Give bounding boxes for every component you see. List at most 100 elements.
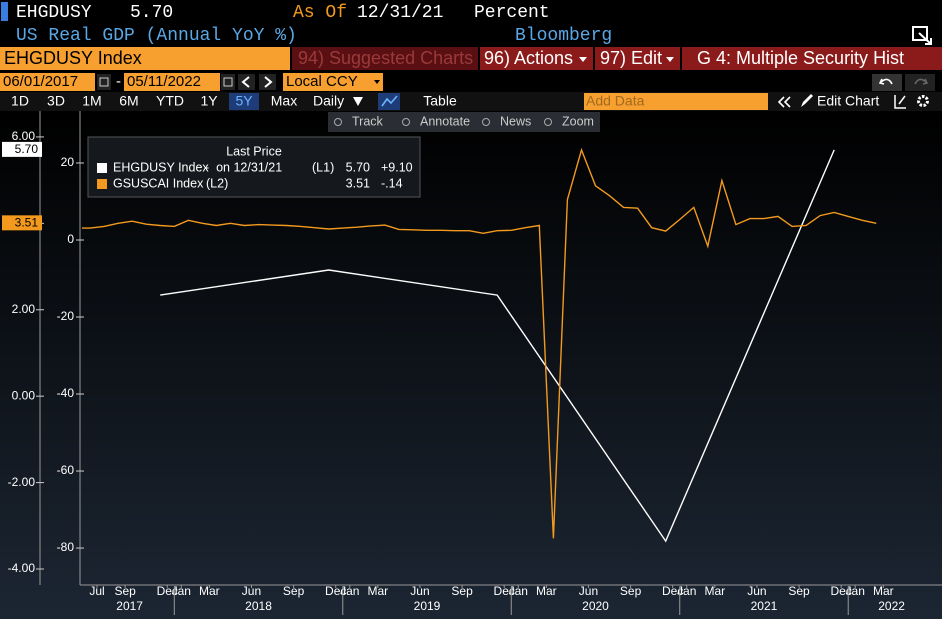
calendar-glyph xyxy=(99,77,109,87)
x-tick-label: Jan xyxy=(677,584,696,598)
function-button[interactable] xyxy=(682,47,942,70)
period-bar xyxy=(0,92,942,111)
calendar-glyph xyxy=(223,77,233,87)
y2-tick-label: -60 xyxy=(57,463,75,477)
chart-tools-bar xyxy=(328,112,600,132)
chart-tool[interactable]: Annotate xyxy=(420,114,470,128)
x-tick-label: Jan xyxy=(172,584,191,598)
redo-button[interactable] xyxy=(905,74,935,91)
edit-chart[interactable]: Edit Chart xyxy=(817,93,879,109)
description: US Real GDP (Annual YoY %) xyxy=(16,26,297,46)
edit-label: 97) Edit xyxy=(600,48,662,68)
prev-arrow xyxy=(241,76,250,88)
dropdown-arrow xyxy=(374,80,380,84)
x-tick-label: Dec xyxy=(157,584,178,598)
edit-icon[interactable] xyxy=(894,95,906,109)
period-button[interactable]: 3D xyxy=(47,93,65,109)
undo-button[interactable] xyxy=(872,74,902,91)
legend-swatch xyxy=(97,179,107,189)
chart-tool[interactable]: Zoom xyxy=(562,114,594,128)
legend-change: -.14 xyxy=(381,176,403,190)
period-button[interactable]: 1Y xyxy=(200,93,218,109)
plot xyxy=(82,147,877,543)
add-data-box[interactable] xyxy=(584,93,768,110)
period-button[interactable]: YTD xyxy=(156,93,184,109)
legend-name: EHGDUSY Index xyxy=(113,160,209,174)
year-label: 2021 xyxy=(751,599,778,613)
year-label: 2018 xyxy=(245,599,272,613)
suggested-button[interactable] xyxy=(292,47,478,70)
y-tick-label: 6.00 xyxy=(12,129,36,143)
prev-button[interactable] xyxy=(238,74,255,90)
legend-note: - on 12/31/21 xyxy=(205,160,282,174)
start-date-box[interactable] xyxy=(0,73,95,91)
function-label: G 4: Multiple Security Hist xyxy=(697,48,904,68)
date-separator: - xyxy=(116,73,121,90)
x-tick-label: Sep xyxy=(788,584,810,598)
tool-icon xyxy=(402,118,410,126)
calendar-icon[interactable] xyxy=(97,74,111,90)
x-tick-label: Jan xyxy=(846,584,865,598)
y-tick-label: -4.00 xyxy=(8,561,36,575)
chart: TrackAnnotateNewsZoom-4.00-2.000.002.004… xyxy=(2,111,942,615)
end-date-box[interactable] xyxy=(124,73,220,91)
x-tick-label: Dec xyxy=(831,584,852,598)
popout-icon[interactable] xyxy=(912,26,932,45)
ticker: EHGDUSY xyxy=(16,3,92,23)
add-data: Add Data xyxy=(586,93,645,109)
x-tick-label: Jul xyxy=(89,584,104,598)
frequency[interactable]: Daily xyxy=(313,93,344,109)
series-line xyxy=(82,147,877,539)
legend-title: Last Price xyxy=(226,144,282,158)
y-tick-label: -2.00 xyxy=(8,475,36,489)
x-tick-label: Mar xyxy=(536,584,557,598)
end-date: 05/11/2022 xyxy=(127,73,201,90)
year-label: 2017 xyxy=(116,599,143,613)
period-button[interactable]: 1D xyxy=(11,93,29,109)
actions-button[interactable] xyxy=(480,47,593,70)
legend-name: GSUSCAI Index xyxy=(113,176,204,190)
next-button[interactable] xyxy=(259,74,276,90)
suggested-label: 94) Suggested Charts xyxy=(298,48,473,68)
currency: Local CCY xyxy=(286,73,358,90)
collapse-icon[interactable] xyxy=(777,96,791,108)
legend-axis: (L2) xyxy=(206,176,228,190)
units: Percent xyxy=(474,3,550,23)
last-value-tag-label: 3.51 xyxy=(15,216,39,230)
period-button[interactable]: 5Y xyxy=(235,93,253,109)
x-tick-label: Sep xyxy=(114,584,136,598)
legend-change: +9.10 xyxy=(381,160,413,174)
x-tick-label: Jun xyxy=(242,584,261,598)
x-tick-label: Sep xyxy=(451,584,473,598)
chart-tool[interactable]: Track xyxy=(352,114,384,128)
next-arrow xyxy=(264,76,273,88)
x-tick-label: Mar xyxy=(199,584,220,598)
x-tick-label: Dec xyxy=(494,584,515,598)
x-tick-label: Jun xyxy=(579,584,598,598)
edit-button[interactable] xyxy=(595,47,680,70)
pencil-icon xyxy=(801,94,813,107)
chart-tool[interactable]: News xyxy=(500,114,531,128)
period-button[interactable]: Max xyxy=(271,93,297,109)
x-tick-label: Sep xyxy=(620,584,642,598)
security-box[interactable] xyxy=(0,47,290,70)
y2-tick-label: 0 xyxy=(67,232,74,246)
chart-glyph xyxy=(381,95,398,107)
undo-icon xyxy=(878,78,893,85)
y2-tick-label: -40 xyxy=(57,386,75,400)
period-button[interactable]: 1M xyxy=(82,93,101,109)
currency-box[interactable] xyxy=(283,73,383,91)
as-of-date: 12/31/21 xyxy=(357,3,443,23)
y-tick-label: 0.00 xyxy=(12,388,36,402)
x-tick-label: Sep xyxy=(283,584,305,598)
calendar-icon[interactable] xyxy=(221,74,235,90)
x-tick-label: Jan xyxy=(340,584,359,598)
x-tick-label: Dec xyxy=(325,584,346,598)
tool-icon xyxy=(334,118,342,126)
legend-swatch xyxy=(97,163,107,173)
settings-icon[interactable] xyxy=(917,95,929,107)
marker xyxy=(1,2,8,21)
last-value: 5.70 xyxy=(130,3,173,23)
table-button[interactable]: Table xyxy=(423,93,457,109)
period-button[interactable]: 6M xyxy=(119,93,138,109)
